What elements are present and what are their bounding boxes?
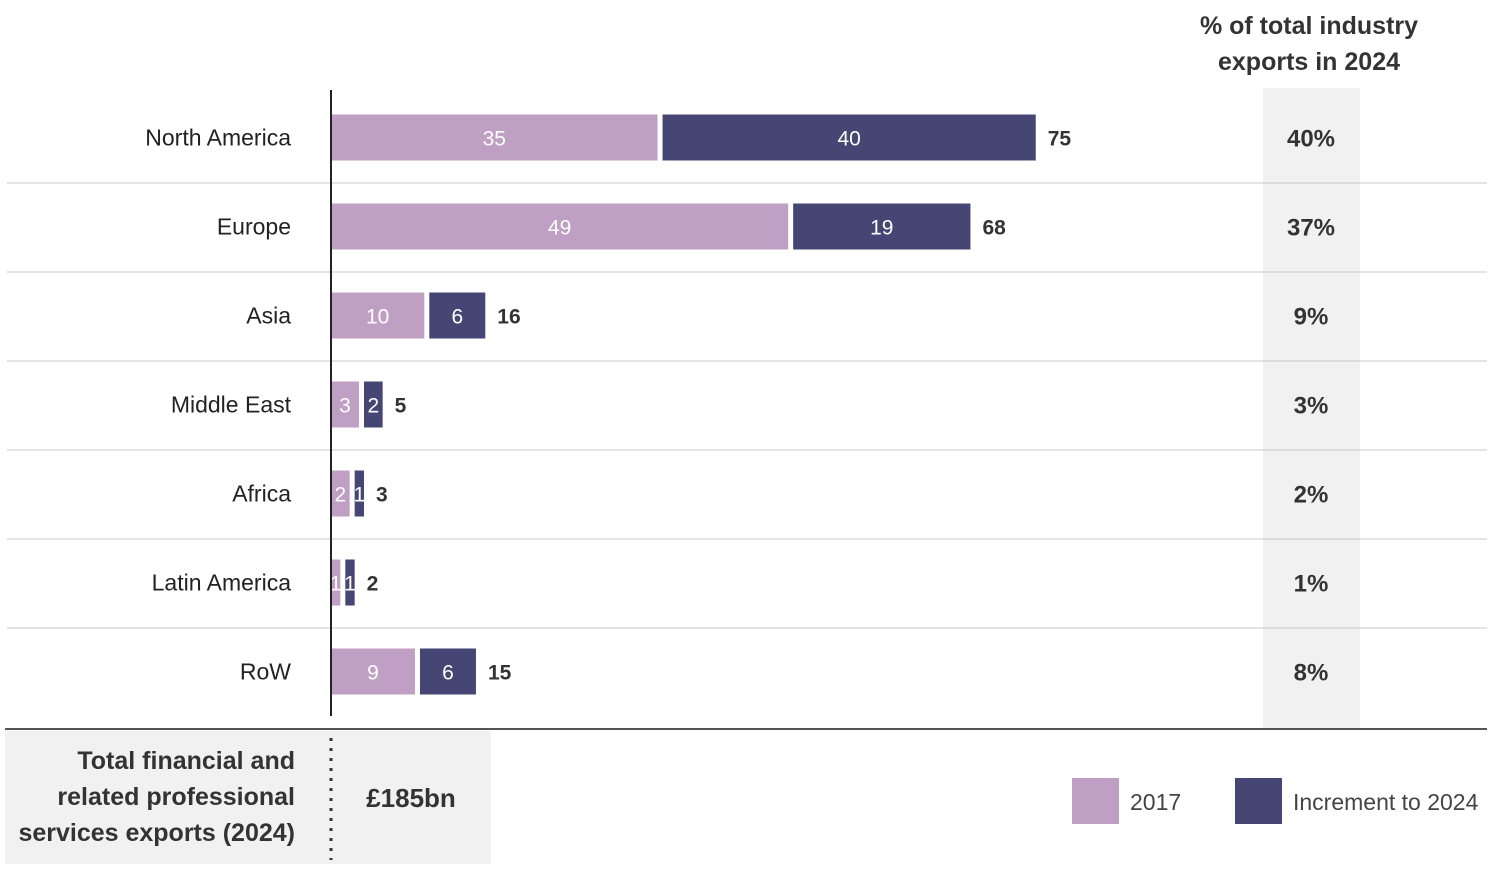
bar-2017 [331, 381, 359, 428]
bar-2017-label: 9 [367, 662, 379, 685]
legend-swatch [1072, 778, 1119, 824]
pct-of-total: 9% [1294, 304, 1329, 331]
bar-2017 [331, 114, 658, 161]
pct-of-total: 40% [1287, 126, 1335, 153]
bar-increment [419, 648, 476, 695]
region-label: Africa [232, 481, 291, 507]
legend-label: 2017 [1130, 789, 1181, 815]
footer-title-line: services exports (2024) [18, 819, 295, 847]
bar-total-label: 75 [1048, 128, 1072, 151]
pct-header-line: exports in 2024 [1218, 48, 1400, 76]
bar-increment-label: 40 [837, 128, 860, 151]
bar-total-label: 68 [982, 217, 1006, 240]
bar-increment-label: 6 [442, 662, 454, 685]
bar-2017 [331, 292, 425, 339]
region-label: Middle East [171, 392, 292, 418]
bar-2017-label: 1 [330, 573, 342, 596]
bar-increment [793, 203, 971, 250]
pct-header-line: % of total industry [1200, 12, 1418, 40]
bar-total-label: 3 [376, 484, 388, 507]
pct-of-total: 3% [1294, 393, 1329, 420]
bar-2017 [331, 470, 350, 517]
bar-increment-label: 19 [870, 217, 893, 240]
footer-background [5, 731, 491, 864]
legend-label: Increment to 2024 [1293, 789, 1479, 815]
bar-2017 [331, 648, 415, 695]
bar-total-label: 15 [488, 662, 512, 685]
bar-increment-label: 1 [344, 573, 356, 596]
pct-of-total: 2% [1294, 482, 1329, 509]
bar-increment [345, 559, 355, 606]
bar-2017-label: 3 [339, 395, 351, 418]
legend-swatch [1235, 778, 1282, 824]
footer-title-line: related professional [57, 783, 295, 811]
pct-column-background [1263, 88, 1360, 728]
bar-2017-label: 2 [334, 484, 346, 507]
bar-increment-label: 1 [353, 484, 365, 507]
bar-increment [429, 292, 486, 339]
footer-total-value: £185bn [366, 783, 456, 813]
bar-2017-label: 35 [483, 128, 506, 151]
bar-2017 [331, 559, 341, 606]
bar-increment [662, 114, 1036, 161]
bar-2017-label: 49 [548, 217, 571, 240]
region-label: Latin America [152, 570, 292, 596]
region-label: North America [145, 125, 291, 151]
region-label: Europe [217, 214, 291, 240]
bar-2017 [331, 203, 789, 250]
bar-total-label: 2 [367, 573, 379, 596]
footer-title-line: Total financial and [77, 747, 295, 775]
region-label: Asia [246, 303, 291, 329]
bar-increment [363, 381, 383, 428]
bar-increment-label: 6 [451, 306, 463, 329]
bar-increment [354, 470, 364, 517]
pct-of-total: 37% [1287, 215, 1335, 242]
region-label: RoW [240, 659, 291, 685]
bar-increment-label: 2 [367, 395, 379, 418]
pct-of-total: 1% [1294, 571, 1329, 598]
bar-total-label: 16 [497, 306, 520, 329]
pct-of-total: 8% [1294, 660, 1329, 687]
bar-total-label: 5 [395, 395, 407, 418]
bar-2017-label: 10 [366, 306, 389, 329]
